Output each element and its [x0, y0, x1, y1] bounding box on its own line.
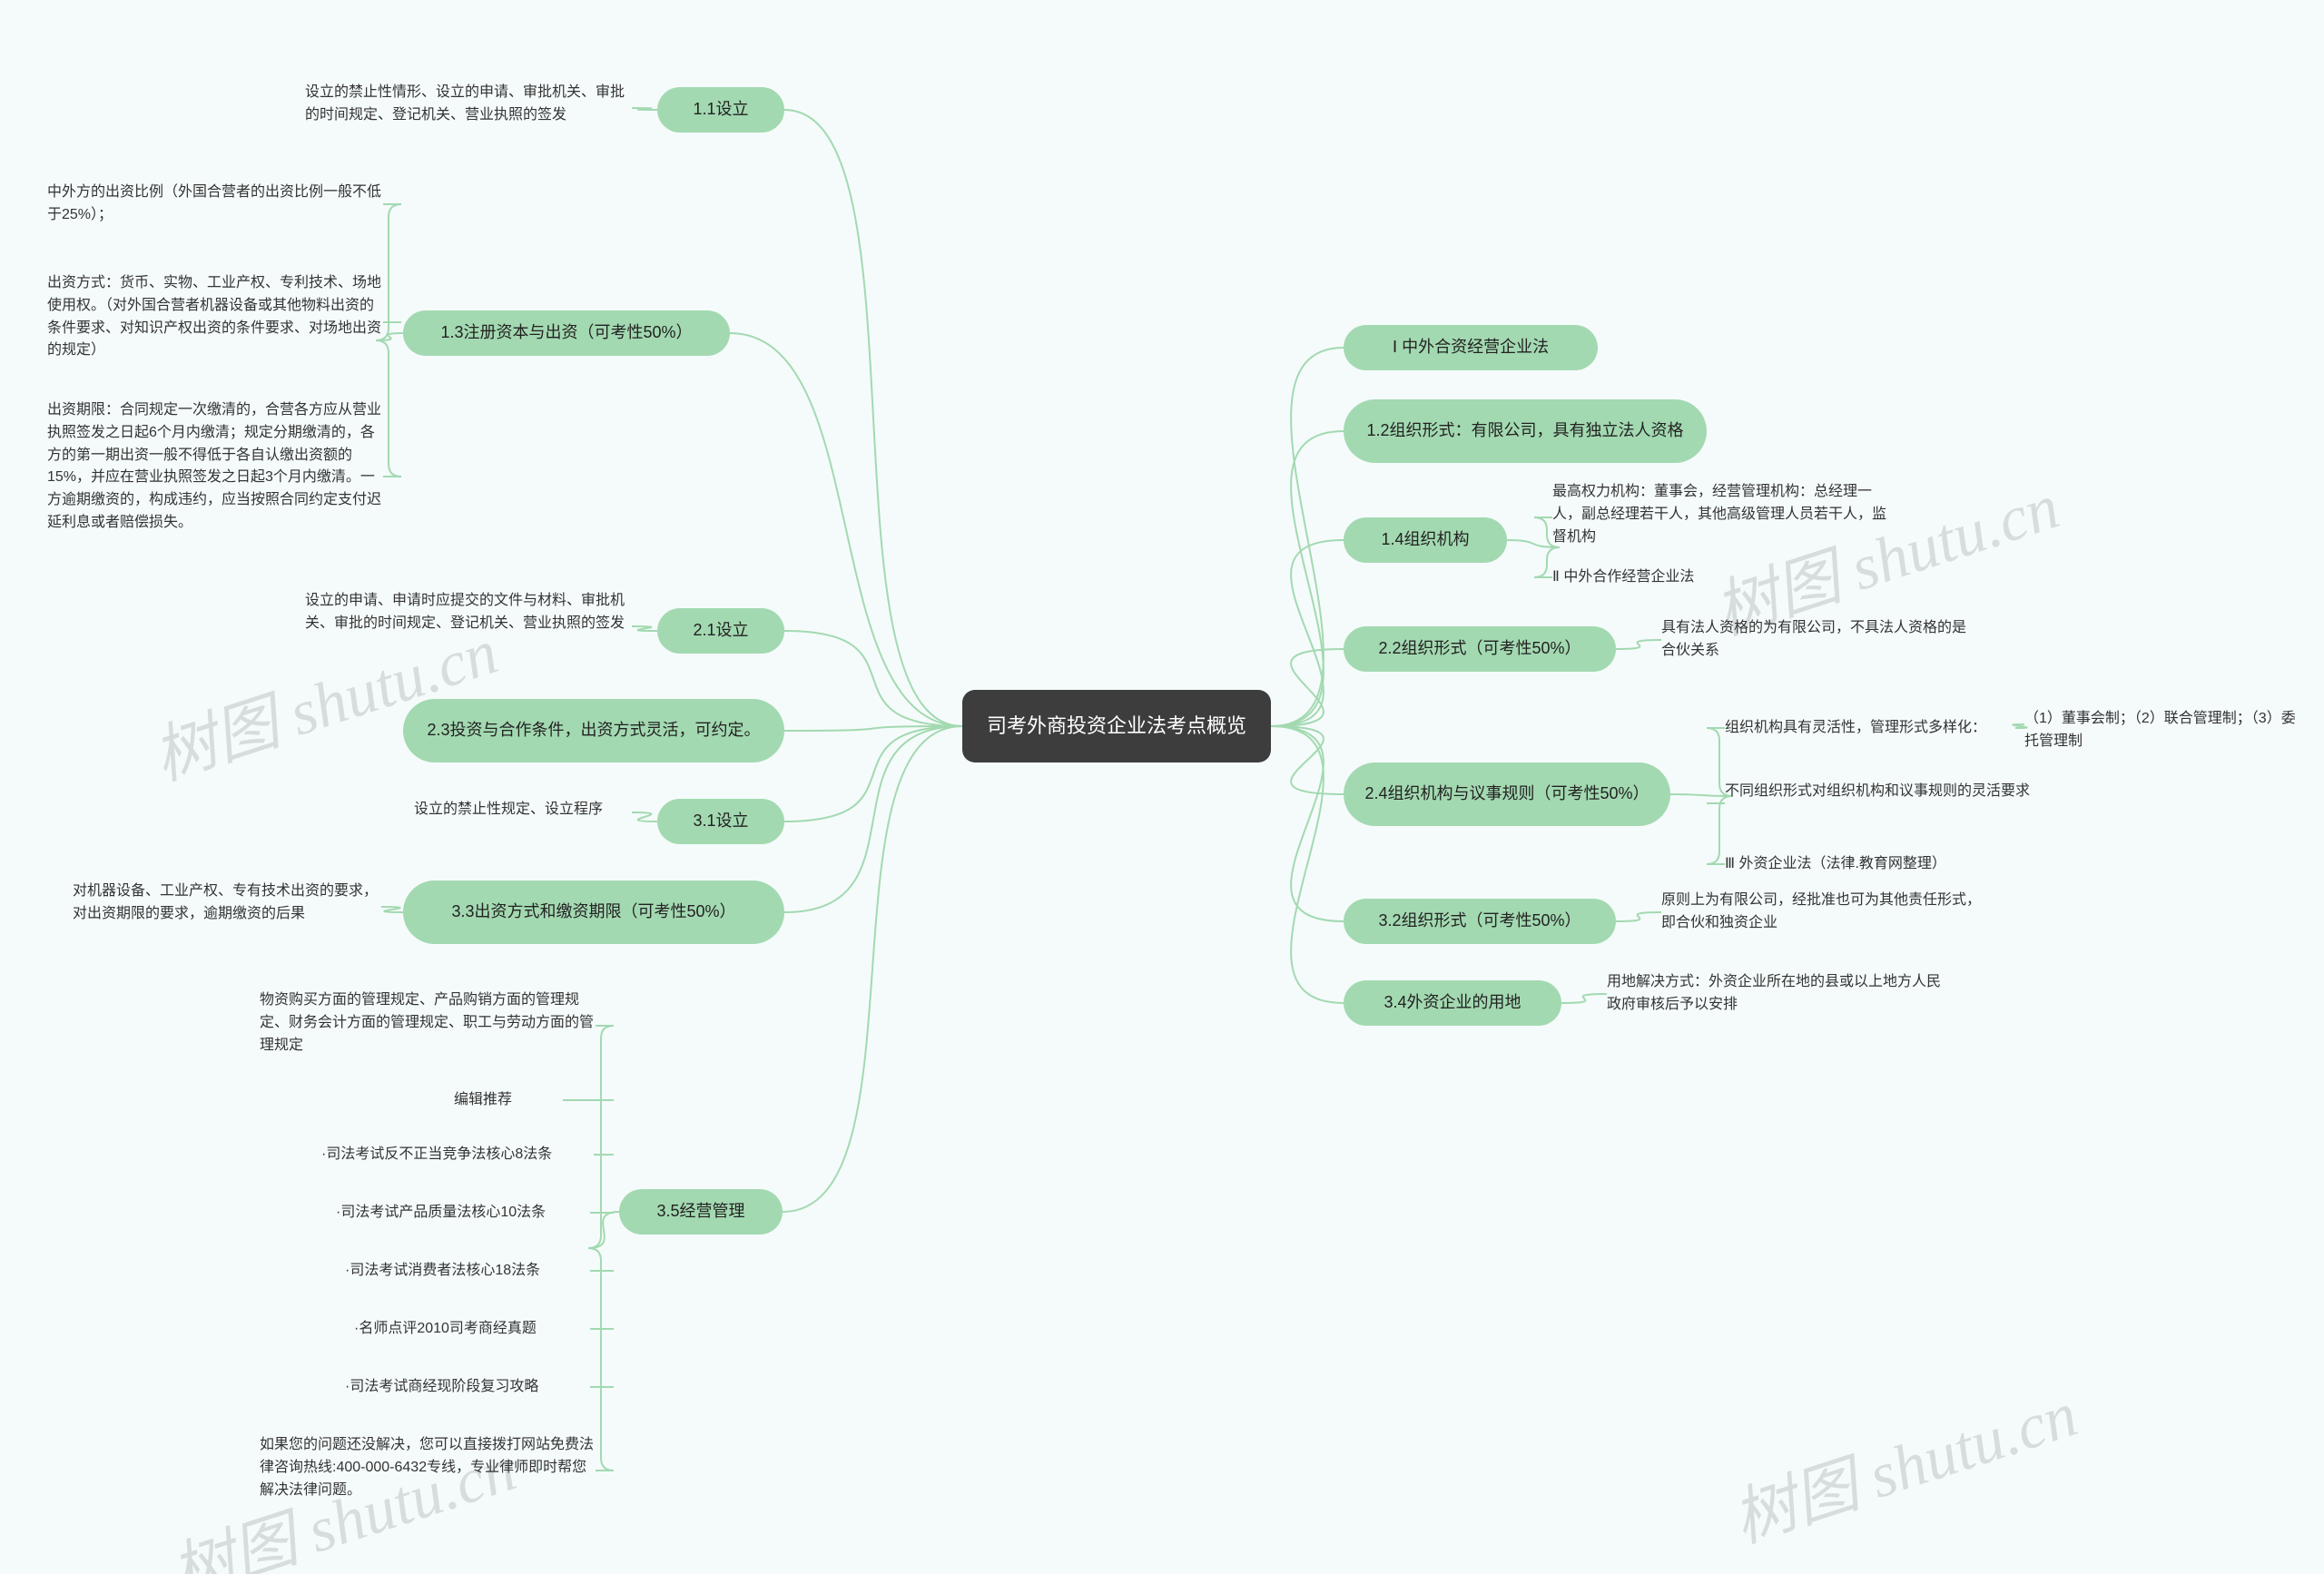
branch-b21: 2.1设立: [657, 608, 784, 654]
leaf-b13-0: 中外方的出资比例（外国合营者的出资比例一般不低于25%）；: [47, 182, 383, 227]
branch-r1: Ⅰ 中外合资经营企业法: [1344, 325, 1598, 370]
branch-label: 3.1设立: [693, 810, 748, 832]
branch-b35: 3.5经营管理: [619, 1189, 783, 1235]
branch-b11: 1.1设立: [657, 87, 784, 133]
branch-label: 2.1设立: [693, 619, 748, 642]
branch-label: 3.4外资企业的用地: [1384, 991, 1521, 1014]
leaf-b35-2: ·司法考试反不正当竞争法核心8法条: [321, 1144, 594, 1166]
root-node: 司考外商投资企业法考点概览: [962, 690, 1271, 762]
leaf-b35-5: ·名师点评2010司考商经真题: [354, 1318, 590, 1341]
leaf-b21-0: 设立的申请、申请时应提交的文件与材料、审批机关、审批的时间规定、登记机关、营业执…: [305, 590, 632, 635]
branch-label: 3.5经营管理: [656, 1200, 744, 1223]
branch-label: 3.2组织形式（可考性50%）: [1378, 910, 1581, 932]
branch-r24: 2.4组织机构与议事规则（可考性50%）: [1344, 762, 1670, 826]
leaf-r14-0: 最高权力机构：董事会，经营管理机构：总经理一人，副总经理若干人，其他高级管理人员…: [1552, 481, 1888, 548]
leaf-b35-6: ·司法考试商经现阶段复习攻略: [345, 1376, 590, 1399]
branch-r34: 3.4外资企业的用地: [1344, 980, 1561, 1026]
branch-b31: 3.1设立: [657, 799, 784, 844]
root-label: 司考外商投资企业法考点概览: [987, 713, 1246, 741]
branch-label: 2.4组织机构与议事规则（可考性50%）: [1364, 782, 1649, 805]
leaf-b35-4: ·司法考试消费者法核心18法条: [345, 1260, 590, 1283]
leaf-r32-0: 原则上为有限公司，经批准也可为其他责任形式，即合伙和独资企业: [1661, 890, 1988, 935]
branch-label: 1.1设立: [693, 98, 748, 121]
leaf-b35-3: ·司法考试产品质量法核心10法条: [336, 1202, 590, 1225]
branch-label: 2.2组织形式（可考性50%）: [1378, 637, 1581, 660]
leaf-b35-0: 物资购买方面的管理规定、产品购销方面的管理规定、财务会计方面的管理规定、职工与劳…: [260, 989, 596, 1057]
branch-r22: 2.2组织形式（可考性50%）: [1344, 626, 1616, 672]
branch-label: 3.3出资方式和缴资期限（可考性50%）: [451, 900, 735, 923]
watermark-3: 树图 shutu.cn: [1719, 1363, 2087, 1560]
branch-r32: 3.2组织形式（可考性50%）: [1344, 899, 1616, 944]
leaf-r34-0: 用地解决方式：外资企业所在地的县或以上地方人民政府审核后予以安排: [1607, 971, 1943, 1017]
branch-b33: 3.3出资方式和缴资期限（可考性50%）: [403, 880, 784, 944]
leaf-r24-0-sub: （1）董事会制；（2）联合管理制；（3）委托管理制: [2024, 708, 2297, 753]
branch-r12: 1.2组织形式：有限公司，具有独立法人资格: [1344, 399, 1707, 463]
branch-label: 2.3投资与合作条件，出资方式灵活，可约定。: [427, 719, 760, 742]
leaf-b33-0: 对机器设备、工业产权、专有技术出资的要求，对出资期限的要求，逾期缴资的后果: [73, 880, 381, 926]
branch-r14: 1.4组织机构: [1344, 517, 1507, 563]
leaf-r24-2: Ⅲ 外资企业法（法律.教育网整理）: [1725, 853, 1997, 876]
leaf-b13-1: 出资方式：货币、实物、工业产权、专利技术、场地使用权。（对外国合营者机器设备或其…: [47, 272, 383, 362]
leaf-b13-2: 出资期限：合同规定一次缴清的，合营各方应从营业执照签发之日起6个月内缴清；规定分…: [47, 399, 383, 535]
leaf-b35-7: 如果您的问题还没解决，您可以直接拨打网站免费法律咨询热线:400-000-643…: [260, 1434, 596, 1501]
leaf-b31-0: 设立的禁止性规定、设立程序: [414, 799, 632, 821]
branch-label: 1.3注册资本与出资（可考性50%）: [440, 321, 692, 344]
branch-b23: 2.3投资与合作条件，出资方式灵活，可约定。: [403, 699, 784, 762]
leaf-r14-1: Ⅱ 中外合作经营企业法: [1552, 566, 1752, 589]
leaf-b35-1: 编辑推荐: [454, 1089, 563, 1112]
leaf-b11-0: 设立的禁止性情形、设立的申请、审批机关、审批的时间规定、登记机关、营业执照的签发: [305, 82, 632, 127]
branch-b13: 1.3注册资本与出资（可考性50%）: [403, 310, 730, 356]
leaf-r24-0: 组织机构具有灵活性，管理形式多样化：: [1725, 717, 2015, 740]
branch-label: 1.2组织形式：有限公司，具有独立法人资格: [1366, 419, 1683, 442]
leaf-r22-0: 具有法人资格的为有限公司，不具法人资格的是合伙关系: [1661, 617, 1970, 663]
branch-label: 1.4组织机构: [1381, 528, 1469, 551]
leaf-r24-1: 不同组织形式对组织机构和议事规则的灵活要求: [1725, 781, 2061, 803]
branch-label: Ⅰ 中外合资经营企业法: [1393, 336, 1549, 359]
